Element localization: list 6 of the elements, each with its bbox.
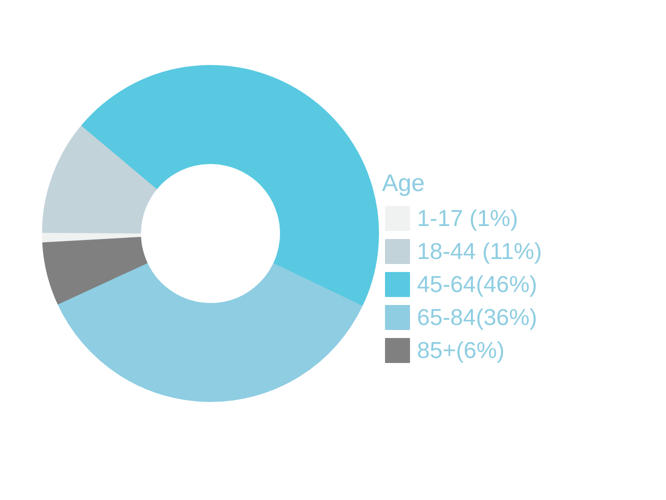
legend-label: 18-44 (11%) <box>417 238 542 264</box>
legend-label: 85+(6%) <box>417 336 505 364</box>
legend-label: 45-64(46%) <box>417 270 538 298</box>
legend-title: Age <box>382 170 426 198</box>
legend-label: 65-84(36%) <box>417 304 538 330</box>
legend-label: 1-17 (1%) <box>417 204 518 232</box>
